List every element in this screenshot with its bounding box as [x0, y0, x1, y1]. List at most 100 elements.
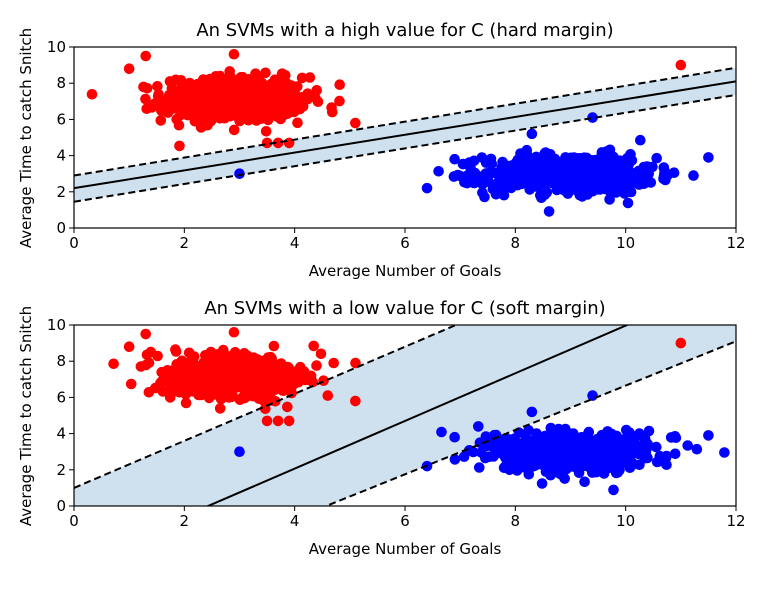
data-point	[219, 102, 230, 114]
data-point	[249, 96, 260, 107]
data-point	[140, 359, 152, 371]
decision-boundary-line	[74, 80, 736, 190]
data-point	[277, 381, 288, 392]
x-tick-label: 2	[180, 234, 190, 252]
data-point	[552, 159, 564, 171]
data-point	[194, 381, 206, 393]
data-point	[515, 449, 527, 461]
data-point	[625, 149, 636, 160]
data-point	[624, 441, 636, 452]
data-point	[570, 181, 582, 193]
data-point	[608, 484, 619, 496]
data-point	[545, 469, 556, 481]
y-tick-label: 0	[56, 219, 66, 237]
data-point	[536, 478, 548, 489]
data-point	[545, 452, 557, 463]
data-point	[265, 107, 277, 119]
data-point	[287, 86, 298, 97]
data-point	[526, 181, 537, 193]
data-point	[322, 390, 334, 401]
data-point	[719, 447, 730, 458]
y-tick-label: 6	[56, 388, 66, 406]
data-point	[669, 448, 681, 460]
data-point	[458, 451, 470, 463]
data-point	[505, 168, 516, 179]
data-point	[233, 99, 245, 111]
data-point	[603, 462, 614, 474]
data-point	[601, 450, 612, 462]
data-point	[228, 351, 240, 362]
data-point	[311, 360, 322, 371]
data-point	[123, 341, 135, 353]
x-tick-label: 0	[69, 512, 79, 530]
data-point	[308, 340, 320, 352]
data-point	[258, 368, 269, 379]
data-point	[569, 158, 580, 169]
x-tick-label: 4	[290, 512, 300, 530]
data-point	[511, 465, 523, 476]
y-axis-label: Average Time to catch Snitch	[17, 28, 35, 248]
data-point	[245, 379, 256, 390]
chart-title: An SVMs with a high value for C (hard ma…	[196, 20, 613, 41]
data-point	[283, 362, 295, 374]
data-point	[643, 168, 654, 179]
data-point	[523, 425, 534, 436]
data-point	[214, 95, 225, 106]
data-point	[156, 376, 167, 388]
data-point	[220, 359, 232, 371]
x-tick-label: 8	[511, 512, 521, 530]
data-point	[449, 153, 460, 165]
data-point	[261, 137, 273, 149]
data-point	[660, 452, 672, 464]
data-point	[312, 96, 324, 107]
data-point	[318, 375, 329, 387]
x-tick-label: 10	[616, 234, 635, 252]
data-point	[480, 452, 491, 464]
y-tick-label: 4	[56, 147, 66, 165]
x-tick-label: 10	[616, 512, 635, 530]
data-point	[334, 95, 345, 107]
data-point	[125, 378, 137, 390]
subplot-soft-margin: An SVMs with a low value for C (soft mar…	[17, 298, 746, 558]
data-point	[526, 128, 538, 140]
data-point	[268, 340, 280, 352]
data-point	[228, 326, 240, 338]
decision-boundary-line	[205, 325, 630, 506]
data-point	[350, 395, 361, 407]
data-point	[541, 187, 553, 198]
data-point	[526, 406, 538, 418]
y-tick-label: 2	[56, 183, 66, 201]
x-tick-label: 2	[180, 512, 190, 530]
x-tick-label: 6	[400, 234, 410, 252]
data-point	[140, 328, 152, 340]
data-point	[188, 373, 199, 385]
data-point	[617, 179, 628, 190]
data-point	[265, 395, 277, 406]
data-point	[619, 434, 630, 445]
data-point	[311, 85, 323, 96]
data-point	[633, 165, 644, 177]
data-point	[302, 88, 313, 99]
data-point	[164, 76, 176, 87]
x-tick-label: 6	[400, 512, 410, 530]
data-point	[234, 446, 245, 458]
data-point	[328, 357, 340, 369]
data-point	[645, 177, 657, 188]
data-point	[491, 433, 503, 445]
data-point	[255, 384, 267, 396]
data-point	[703, 430, 714, 441]
data-point	[234, 115, 245, 127]
data-point	[141, 83, 153, 94]
data-point	[161, 366, 173, 377]
data-point	[283, 415, 295, 427]
data-point	[292, 117, 303, 129]
data-point	[195, 122, 207, 133]
y-axis-label: Average Time to catch Snitch	[17, 306, 35, 526]
data-point	[627, 457, 638, 469]
plot-area	[74, 325, 736, 506]
data-point	[605, 165, 617, 176]
data-point	[282, 401, 293, 413]
data-point	[497, 181, 509, 193]
data-point	[540, 147, 551, 158]
